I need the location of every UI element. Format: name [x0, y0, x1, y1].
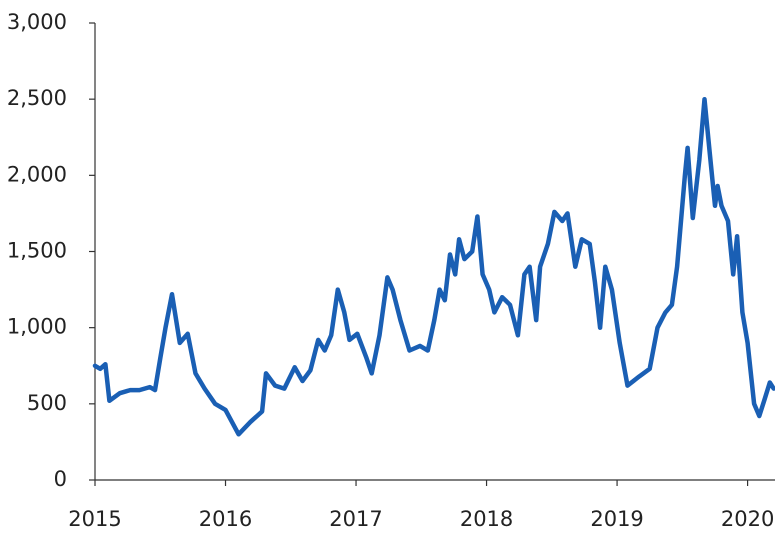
- x-tick-label: 2018: [460, 507, 513, 531]
- y-tick-label: 2,500: [7, 86, 67, 110]
- y-tick-label: 500: [27, 391, 67, 415]
- y-tick-label: 1,500: [7, 239, 67, 263]
- data-line: [92, 96, 775, 437]
- y-tick-label: 1,000: [7, 315, 67, 339]
- x-tick-label: 2017: [329, 507, 382, 531]
- x-tick-label: 2015: [68, 507, 121, 531]
- y-tick-label: 3,000: [7, 10, 67, 34]
- y-tick-label: 2,000: [7, 162, 67, 186]
- y-tick-label: 0: [54, 467, 67, 491]
- x-tick-label: 2016: [199, 507, 252, 531]
- x-tick-label: 2019: [590, 507, 643, 531]
- x-tick-label: 2020: [721, 507, 774, 531]
